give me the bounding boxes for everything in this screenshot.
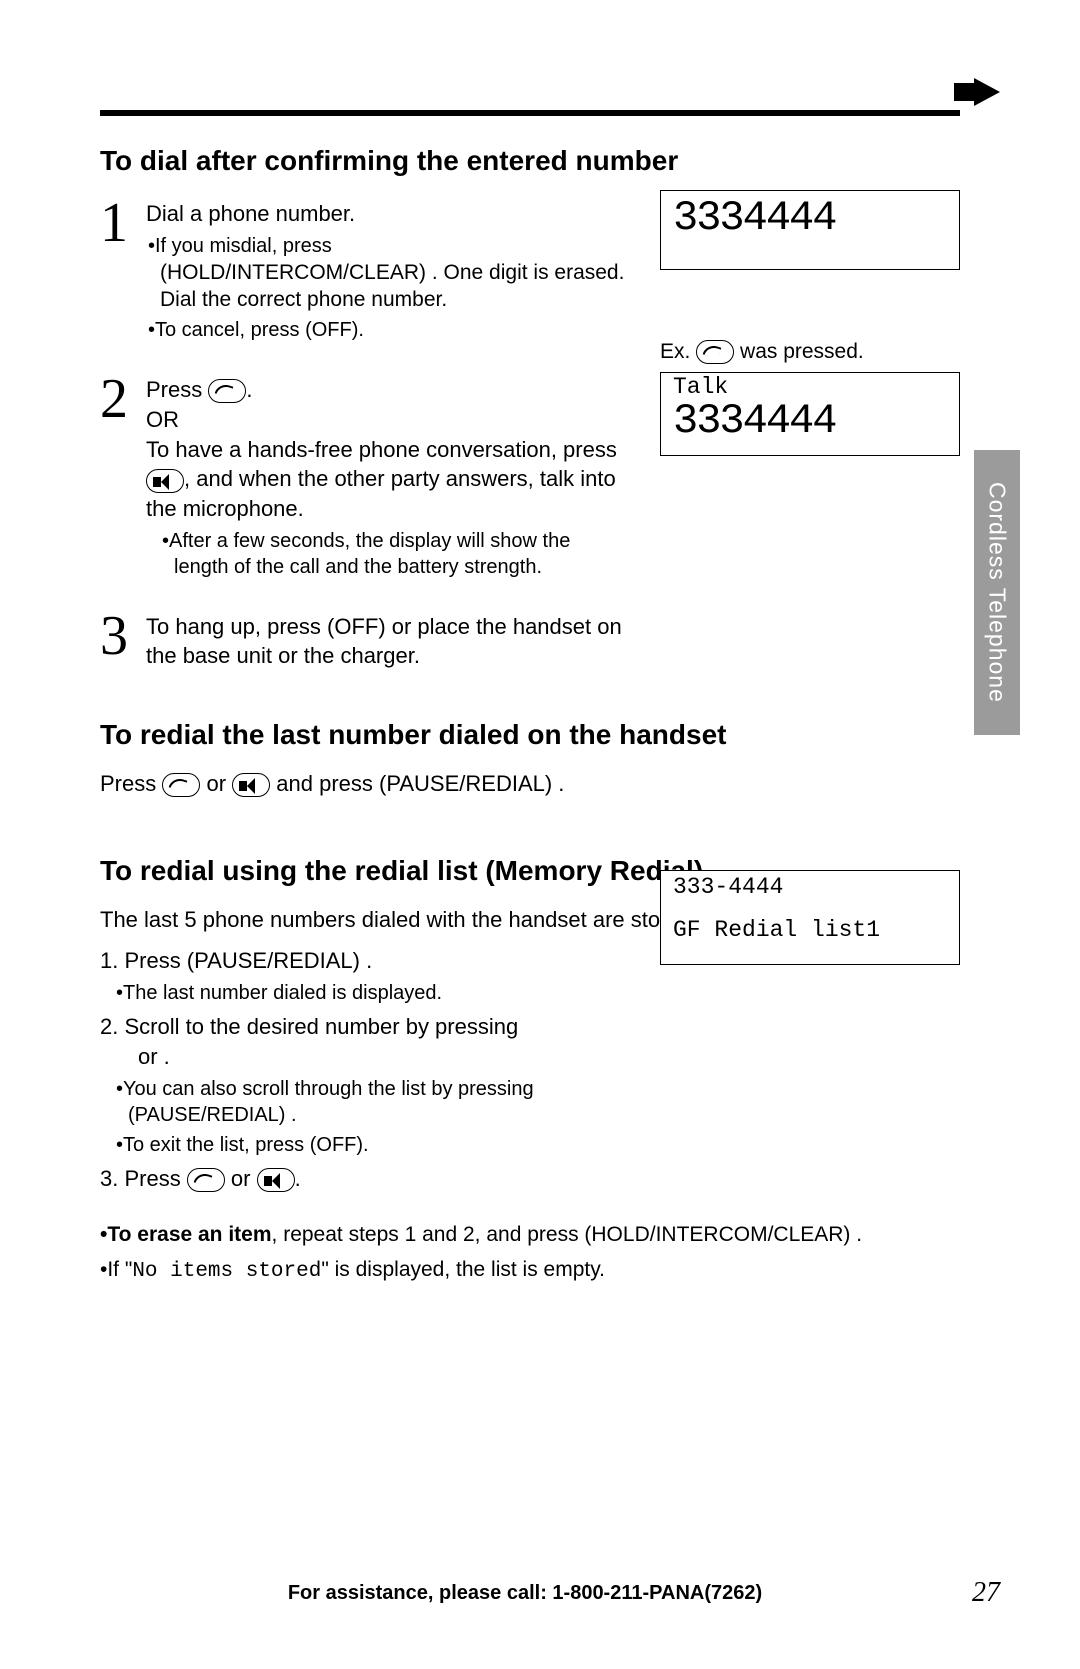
bullet-text: •To exit the list, press (OFF). [100,1132,600,1158]
talk-key-icon [187,1168,225,1192]
step-text: To hang up, press (OFF) or place the han… [146,608,626,671]
heading-dial-confirm: To dial after confirming the entered num… [100,145,960,177]
page-content: To dial after confirming the entered num… [100,145,960,1286]
speaker-key-icon [232,773,270,797]
speaker-key-icon [146,469,184,493]
speaker-key-icon [257,1168,295,1192]
lcd-number: 3334444 [673,400,947,442]
lcd-display-3: 333-4444 GF Redial list1 [660,870,960,965]
step-body: Dial a phone number. •If you misdial, pr… [146,195,626,343]
lcd-display-1: 3334444 [660,190,960,270]
erase-note: •To erase an item, repeat steps 1 and 2,… [100,1221,960,1249]
lcd-line: GF Redial list1 [673,918,947,943]
page-footer: For assistance, please call: 1-800-211-P… [100,1577,1000,1609]
next-page-arrow-icon [974,78,1000,106]
lcd-number: 3334444 [673,197,947,239]
bullet-text: •If you misdial, press (HOLD/INTERCOM/CL… [146,233,626,314]
redial-list-steps: 1. Press (PAUSE/REDIAL) . •The last numb… [100,946,600,1193]
list-item: 2. Scroll to the desired number by press… [100,1012,600,1157]
lcd-line: 333-4444 [673,875,947,900]
talk-key-icon [696,340,734,364]
step-body: Press . OR To have a hands-free phone co… [146,371,626,579]
lcd-display-2: Talk 3334444 [660,372,960,456]
or-text: OR [146,405,626,435]
list-cont: or . [100,1042,600,1072]
step-text: Press . [146,375,626,405]
bullet-text: •The last number dialed is displayed. [100,980,600,1006]
step-number: 1 [100,195,146,343]
section-redial-last: To redial the last number dialed on the … [100,719,960,799]
step-number: 3 [100,608,146,671]
step-text: Dial a phone number. [146,199,626,229]
page-number: 27 [950,1577,1000,1609]
bullet-text: •To cancel, press (OFF). [146,317,626,343]
list-item: 3. Press or . [100,1164,600,1194]
section-tab-label: Cordless Telephone [984,482,1011,703]
talk-key-icon [208,379,246,403]
talk-key-icon [162,773,200,797]
step-3: 3 To hang up, press (OFF) or place the h… [100,608,960,671]
bullet-text: •After a few seconds, the display will s… [146,528,626,580]
top-rule [100,110,960,116]
footer-assistance: For assistance, please call: 1-800-211-P… [100,1582,950,1605]
example-caption: Ex. was pressed. [660,340,864,364]
step-number: 2 [100,371,146,579]
bullet-text: •You can also scroll through the list by… [100,1076,600,1128]
list-item: 1. Press (PAUSE/REDIAL) . •The last numb… [100,946,600,1006]
section-tab: Cordless Telephone [974,450,1020,735]
step-text: To have a hands-free phone conversation,… [146,435,626,524]
empty-note: •If "No items stored" is displayed, the … [100,1256,960,1286]
heading-redial-last: To redial the last number dialed on the … [100,719,960,751]
redial-last-instruction: Press or and press (PAUSE/REDIAL) . [100,769,960,799]
